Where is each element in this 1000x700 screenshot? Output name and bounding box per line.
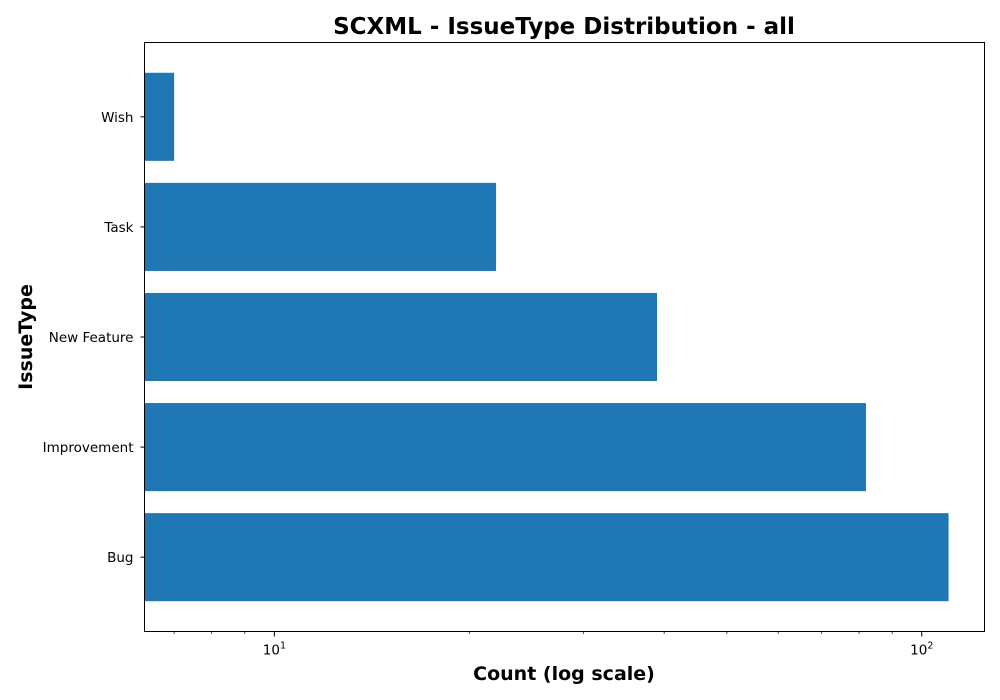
- y-axis-label: IssueType: [15, 284, 37, 390]
- x-tick-label: 102: [910, 641, 933, 659]
- bar-wish: [144, 72, 175, 161]
- x-axis: 101 102: [173, 631, 933, 659]
- y-tick-label: New Feature: [49, 330, 134, 346]
- bars-group: [144, 72, 949, 602]
- chart-title: SCXML - IssueType Distribution - all: [333, 14, 795, 40]
- y-tick-label: Task: [103, 220, 133, 236]
- y-tick-label: Bug: [107, 550, 133, 566]
- x-tick-label: 101: [263, 641, 286, 659]
- bar-new-feature: [144, 292, 658, 382]
- bar-task: [144, 182, 497, 271]
- x-axis-label: Count (log scale): [473, 663, 655, 685]
- y-tick-label: Improvement: [43, 440, 134, 456]
- y-tick-label: Wish: [101, 110, 133, 126]
- y-axis: Bug Improvement New Feature Task Wish: [43, 110, 145, 566]
- bar-improvement: [144, 403, 866, 492]
- bar-bug: [144, 513, 949, 602]
